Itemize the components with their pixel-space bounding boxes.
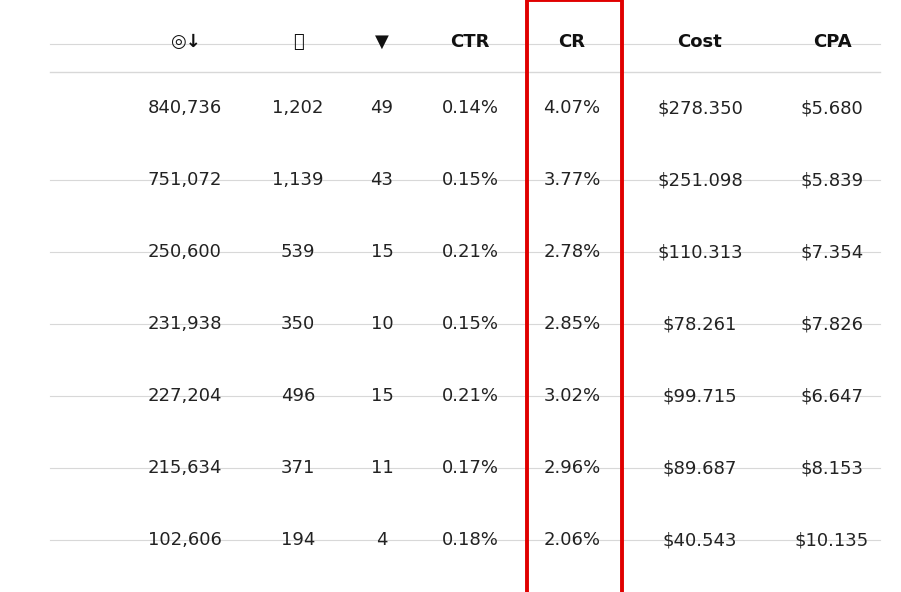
Text: 10: 10 — [370, 315, 394, 333]
Text: 43: 43 — [370, 171, 394, 189]
Text: 3.77%: 3.77% — [543, 171, 601, 189]
Text: 751,072: 751,072 — [148, 171, 223, 189]
Text: CR: CR — [559, 33, 586, 51]
Text: 194: 194 — [281, 531, 315, 549]
Text: $278.350: $278.350 — [657, 99, 743, 117]
Text: CPA: CPA — [813, 33, 851, 51]
Text: 0.21%: 0.21% — [441, 243, 498, 261]
Text: 🖊: 🖊 — [293, 33, 304, 51]
Text: $6.647: $6.647 — [800, 387, 863, 405]
Text: $78.261: $78.261 — [663, 315, 737, 333]
Text: 840,736: 840,736 — [148, 99, 223, 117]
Text: $251.098: $251.098 — [657, 171, 743, 189]
Text: $5.680: $5.680 — [801, 99, 863, 117]
Text: $8.153: $8.153 — [800, 459, 863, 477]
Text: $110.313: $110.313 — [657, 243, 742, 261]
Text: 250,600: 250,600 — [148, 243, 222, 261]
Text: 102,606: 102,606 — [148, 531, 222, 549]
Text: 1,139: 1,139 — [272, 171, 323, 189]
Text: $40.543: $40.543 — [663, 531, 737, 549]
Text: 4.07%: 4.07% — [543, 99, 601, 117]
Text: 3.02%: 3.02% — [543, 387, 601, 405]
Text: $7.354: $7.354 — [800, 243, 864, 261]
Text: CTR: CTR — [450, 33, 489, 51]
Text: 15: 15 — [370, 243, 394, 261]
Text: $5.839: $5.839 — [800, 171, 863, 189]
Text: 15: 15 — [370, 387, 394, 405]
Text: 0.18%: 0.18% — [441, 531, 498, 549]
Text: $10.135: $10.135 — [795, 531, 869, 549]
Text: 2.78%: 2.78% — [543, 243, 601, 261]
Text: 2.06%: 2.06% — [543, 531, 600, 549]
Text: 49: 49 — [370, 99, 394, 117]
Text: 0.17%: 0.17% — [441, 459, 498, 477]
Text: 496: 496 — [281, 387, 315, 405]
Text: 1,202: 1,202 — [272, 99, 323, 117]
Text: 2.85%: 2.85% — [543, 315, 601, 333]
Text: 11: 11 — [370, 459, 394, 477]
Text: Cost: Cost — [678, 33, 723, 51]
Text: 0.15%: 0.15% — [441, 171, 498, 189]
Text: 0.14%: 0.14% — [441, 99, 498, 117]
Text: 0.21%: 0.21% — [441, 387, 498, 405]
Text: $89.687: $89.687 — [663, 459, 737, 477]
Text: ◎↓: ◎↓ — [169, 33, 200, 51]
Bar — [527, 0, 622, 592]
Text: 2.96%: 2.96% — [543, 459, 601, 477]
Text: 350: 350 — [281, 315, 315, 333]
Text: ▼: ▼ — [375, 33, 389, 51]
Text: $99.715: $99.715 — [663, 387, 737, 405]
Text: 231,938: 231,938 — [148, 315, 223, 333]
Text: 539: 539 — [281, 243, 315, 261]
Text: $7.826: $7.826 — [800, 315, 863, 333]
Text: 371: 371 — [281, 459, 315, 477]
Text: 4: 4 — [377, 531, 387, 549]
Text: 215,634: 215,634 — [148, 459, 223, 477]
Text: 227,204: 227,204 — [148, 387, 223, 405]
Text: 0.15%: 0.15% — [441, 315, 498, 333]
